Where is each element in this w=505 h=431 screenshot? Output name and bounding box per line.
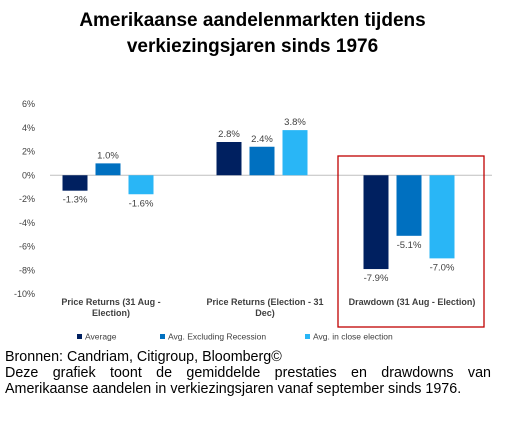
legend-swatch [305,334,310,339]
bar [216,142,242,176]
bar [249,146,275,176]
caption: Bronnen: Candriam, Citigroup, Bloomberg©… [5,349,491,397]
bar [128,175,154,195]
bar [363,175,389,270]
category-label: Election) [92,308,130,318]
y-tick-label: 6% [22,99,35,109]
data-label: -7.9% [364,273,389,284]
bar [396,175,422,236]
legend-swatch [77,334,82,339]
legend-label: Average [85,332,117,342]
caption-description: Deze grafiek toont de gemiddelde prestat… [5,365,491,397]
highlight-box [337,155,485,328]
y-tick-label: 2% [22,147,35,157]
bar [95,163,121,176]
y-tick-label: -2% [19,194,35,204]
data-label: 2.8% [218,129,240,140]
data-label: -5.1% [397,240,422,251]
chart-title-line-2: verkiezingsjaren sinds 1976 [126,36,379,57]
category-label: Price Returns (31 Aug - [61,297,160,307]
chart-title: Amerikaanse aandelenmarkten tijdens verk… [0,8,505,60]
legend-label: Avg. Excluding Recession [168,332,266,342]
data-label: 3.8% [284,117,306,128]
data-label: -1.6% [129,198,154,209]
data-label: -7.0% [430,262,455,273]
caption-source: Bronnen: Candriam, Citigroup, Bloomberg© [5,349,282,365]
y-tick-label: -10% [14,289,35,299]
bar [282,130,308,176]
data-label: -1.3% [63,195,88,206]
data-label: 2.4% [251,134,273,145]
y-tick-label: -4% [19,218,35,228]
data-label: 1.0% [97,150,119,161]
bar [62,175,88,191]
bar [429,175,455,259]
y-tick-label: 0% [22,170,35,180]
y-tick-label: -8% [19,265,35,275]
category-label: Price Returns (Election - 31 [206,297,323,307]
bar-chart: 6% 4% 2% 0% -2% -4% -6% -8% -10% -1.3% 2.8% -7.9% 1.… [14,99,492,342]
legend-swatch [160,334,165,339]
legend-label: Avg. in close election [313,332,393,342]
y-tick-label: 4% [22,123,35,133]
y-tick-label: -6% [19,242,35,252]
chart-title-line-1: Amerikaanse aandelenmarkten tijdens [79,10,426,31]
category-label: Dec) [255,308,275,318]
category-label: Drawdown (31 Aug - Election) [349,297,476,307]
